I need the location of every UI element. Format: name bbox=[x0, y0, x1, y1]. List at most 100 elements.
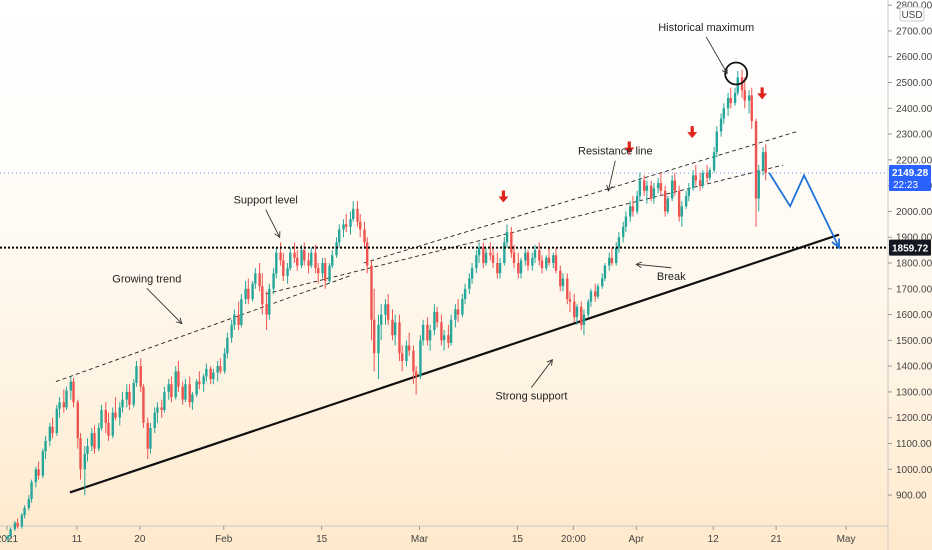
currency-badge[interactable]: USD bbox=[899, 6, 925, 22]
candle bbox=[160, 399, 163, 418]
candle bbox=[93, 425, 96, 454]
candle-body bbox=[426, 324, 429, 341]
candle bbox=[531, 252, 534, 271]
candle bbox=[363, 221, 366, 248]
candle bbox=[761, 146, 765, 176]
candle-body bbox=[447, 335, 450, 343]
candle bbox=[303, 242, 306, 266]
candle-body bbox=[538, 250, 541, 261]
candle bbox=[498, 257, 502, 279]
candle bbox=[666, 195, 670, 215]
candle-body bbox=[726, 97, 730, 109]
candle bbox=[13, 520, 17, 532]
candle-body bbox=[125, 391, 128, 400]
candle-body bbox=[684, 195, 688, 207]
candle-body bbox=[540, 260, 544, 269]
candle bbox=[146, 417, 149, 459]
candle-body bbox=[482, 247, 485, 263]
candle bbox=[23, 505, 26, 519]
candle bbox=[307, 252, 310, 274]
candle bbox=[470, 263, 474, 284]
candle-body bbox=[365, 242, 369, 266]
candle-body bbox=[216, 366, 219, 373]
candle-body bbox=[477, 247, 481, 256]
candle-body bbox=[247, 288, 250, 300]
candle bbox=[421, 319, 425, 346]
candle bbox=[456, 299, 460, 323]
candle-body bbox=[561, 278, 565, 287]
candle bbox=[628, 201, 632, 222]
candle-body bbox=[705, 172, 709, 178]
candle-body bbox=[526, 252, 530, 266]
candle-body bbox=[209, 368, 212, 380]
candle-body bbox=[398, 322, 401, 354]
candle-body bbox=[638, 180, 642, 196]
candle bbox=[97, 422, 100, 452]
candle bbox=[750, 87, 753, 129]
candle-body bbox=[552, 255, 555, 263]
candle-body bbox=[666, 198, 670, 212]
candle bbox=[680, 201, 684, 227]
annotation-arrow-line bbox=[531, 359, 553, 388]
candle bbox=[705, 165, 709, 184]
candle bbox=[447, 324, 450, 349]
candle-body bbox=[722, 108, 725, 119]
candle bbox=[482, 242, 485, 269]
candle-body bbox=[44, 440, 47, 452]
candle-body bbox=[177, 371, 180, 387]
x-tick-label: 12 bbox=[708, 534, 720, 545]
candle-body bbox=[118, 407, 121, 418]
candle-body bbox=[296, 257, 299, 266]
candle bbox=[191, 391, 194, 410]
candle bbox=[608, 252, 611, 271]
candle bbox=[631, 195, 635, 217]
candle bbox=[552, 252, 555, 269]
candle-body bbox=[412, 350, 415, 372]
candle bbox=[391, 309, 394, 341]
candle bbox=[757, 165, 760, 212]
candle-body bbox=[680, 206, 684, 217]
y-tick-label: 2500.00 bbox=[896, 78, 932, 89]
candle bbox=[691, 170, 695, 191]
candle bbox=[324, 257, 327, 289]
candle-body bbox=[254, 273, 257, 284]
candle bbox=[561, 273, 565, 292]
candle bbox=[268, 283, 271, 320]
candle-body bbox=[191, 394, 194, 403]
candle bbox=[282, 252, 285, 282]
currency-badge-label: USD bbox=[901, 10, 922, 21]
annotation-support-level: Support level bbox=[234, 195, 298, 239]
candle-body bbox=[114, 412, 117, 418]
x-tick-label: 11 bbox=[72, 534, 83, 545]
candle-body bbox=[244, 288, 247, 300]
current-price-tag-bg bbox=[889, 164, 931, 191]
candle bbox=[594, 283, 597, 302]
candle-body bbox=[491, 255, 495, 263]
y-tick-label: 2800.00 bbox=[896, 1, 932, 12]
candle bbox=[181, 381, 184, 405]
candle bbox=[764, 144, 767, 181]
candle bbox=[468, 273, 471, 294]
red-down-arrow-icon bbox=[757, 87, 768, 100]
candle-body bbox=[321, 263, 324, 274]
candle-body bbox=[338, 229, 341, 243]
candle-body bbox=[545, 257, 548, 269]
candle bbox=[44, 435, 47, 459]
candle bbox=[398, 314, 401, 361]
candle-body bbox=[30, 482, 33, 499]
candle bbox=[524, 247, 527, 266]
x-tick-label: Feb bbox=[215, 534, 233, 545]
candle-body bbox=[596, 286, 600, 297]
candle bbox=[128, 384, 131, 410]
horizontal-level-value: 1859.72 bbox=[892, 244, 929, 255]
candle bbox=[435, 306, 439, 328]
candle-body bbox=[757, 170, 760, 199]
candle-body bbox=[603, 265, 607, 279]
candle-body bbox=[149, 428, 152, 449]
candle-body bbox=[589, 291, 593, 302]
candle bbox=[83, 446, 87, 496]
candle-body bbox=[484, 252, 488, 263]
